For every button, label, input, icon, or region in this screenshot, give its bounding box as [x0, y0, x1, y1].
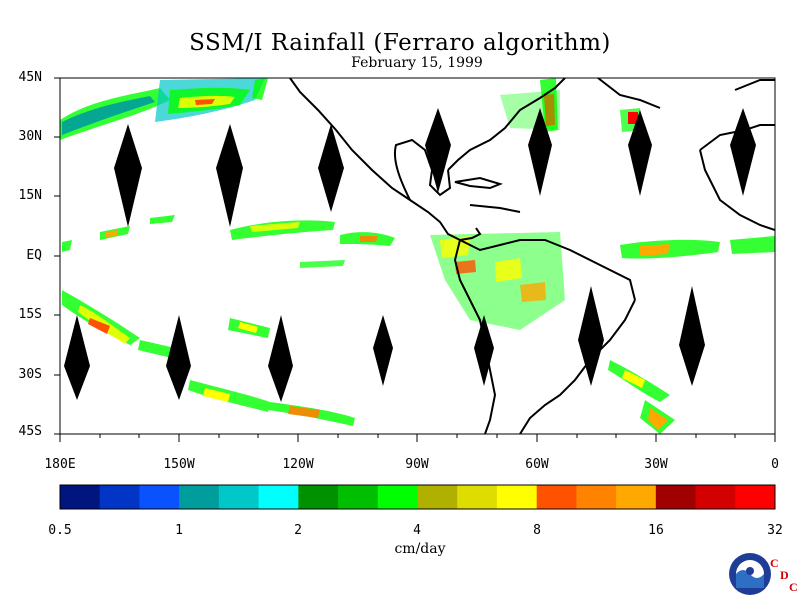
swath-gap-markers-south	[64, 286, 705, 402]
lat-label-15n: 15N	[18, 188, 42, 203]
swath-gap-diamond	[318, 124, 344, 212]
lon-label-0: 0	[771, 457, 779, 472]
colorbar-swatch	[179, 485, 220, 509]
colorbar-label-32: 32	[767, 523, 783, 538]
colorbar-swatch	[258, 485, 299, 509]
swath-gap-diamond	[373, 315, 393, 386]
colorbar-swatch	[576, 485, 617, 509]
colorbar-swatch	[417, 485, 458, 509]
colorbar-swatch	[377, 485, 418, 509]
swath-gap-diamond	[166, 315, 191, 400]
lon-label-30w: 30W	[644, 457, 668, 472]
colorbar-label-2: 2	[294, 523, 302, 538]
swath-gap-diamond	[216, 124, 243, 227]
coastline-layer	[289, 78, 775, 434]
rainfall-layer	[60, 78, 775, 434]
swath-gap-diamond	[528, 108, 552, 196]
colorbar-label-16: 16	[648, 523, 664, 538]
lat-label-30s: 30S	[18, 367, 42, 382]
swath-gap-diamond	[578, 286, 604, 386]
lat-label-eq: EQ	[26, 248, 42, 263]
lon-label-120w: 120W	[282, 457, 314, 472]
swath-gap-diamond	[679, 286, 705, 386]
cdc-logo-letter-1: C	[770, 556, 779, 570]
colorbar-swatch	[616, 485, 657, 509]
colorbar-swatch	[735, 485, 776, 509]
colorbar-swatch	[695, 485, 736, 509]
colorbar-swatch	[99, 485, 140, 509]
lat-label-45s: 45S	[18, 424, 42, 439]
swath-gap-diamond	[474, 315, 494, 386]
lat-label-15s: 15S	[18, 307, 42, 322]
swath-gap-diamond	[114, 124, 142, 227]
colorbar-swatch	[218, 485, 260, 509]
axis-ticks	[54, 77, 776, 442]
cdc-logo-letter-2: D	[780, 568, 789, 582]
colorbar-label-8: 8	[533, 523, 541, 538]
swath-gap-diamond	[730, 108, 756, 196]
colorbar-swatch	[338, 485, 379, 509]
lat-label-45n: 45N	[18, 70, 42, 85]
swath-gap-markers-north	[114, 108, 756, 227]
colorbar-swatch	[536, 485, 577, 509]
colorbar-units: cm/day	[394, 541, 446, 557]
noaa-logo	[729, 553, 771, 595]
swath-gap-diamond	[425, 108, 451, 193]
colorbar-swatch	[496, 485, 538, 509]
colorbar-label-4: 4	[413, 523, 421, 538]
lon-label-180e: 180E	[44, 457, 76, 472]
colorbar-frame	[59, 484, 776, 510]
colorbar-label-0-5: 0.5	[48, 523, 72, 538]
swath-gap-diamond	[64, 315, 90, 400]
colorbar-swatch	[298, 485, 339, 509]
colorbar-swatch	[139, 485, 180, 509]
swath-gap-diamond	[628, 110, 652, 196]
colorbar-swatch	[655, 485, 697, 509]
colorbar-swatch	[457, 485, 498, 509]
colorbar	[60, 485, 776, 509]
map-title: SSM/I Rainfall (Ferraro algorithm)	[189, 30, 611, 56]
colorbar-label-1: 1	[175, 523, 183, 538]
colorbar-swatch	[60, 485, 101, 509]
map-date: February 15, 1999	[351, 55, 483, 71]
lon-label-60w: 60W	[525, 457, 549, 472]
lon-label-150w: 150W	[163, 457, 195, 472]
lat-label-30n: 30N	[18, 129, 42, 144]
swath-gap-diamond	[268, 315, 293, 402]
lon-label-90w: 90W	[405, 457, 429, 472]
cdc-logo-letter-3: C	[789, 580, 798, 594]
